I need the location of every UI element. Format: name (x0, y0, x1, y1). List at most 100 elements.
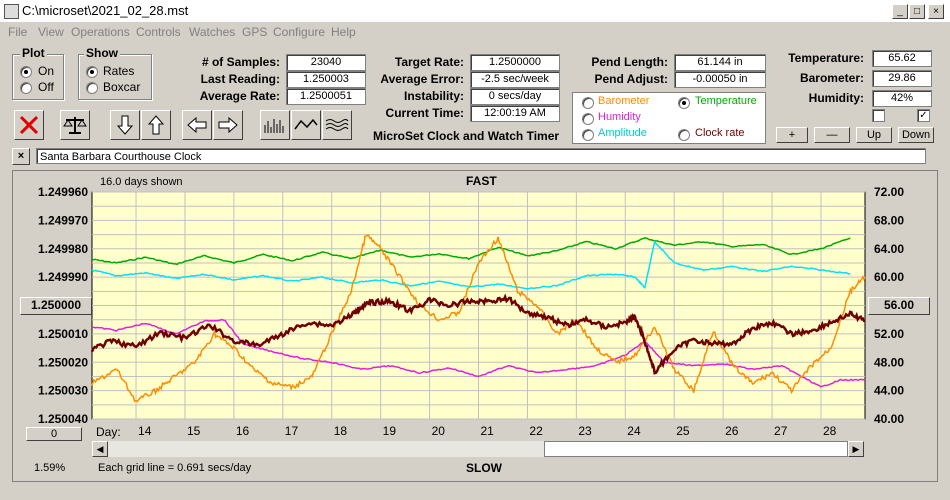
plot-off-label: Off (38, 80, 54, 94)
y-right-tick-label: 40.00 (874, 412, 904, 426)
title-bar: C:\microset\2021_02_28.mst _ □ × (0, 0, 950, 22)
pend-adjust-label: Pend Adjust: (594, 72, 668, 86)
down-button[interactable]: Down (898, 127, 934, 143)
menu-view[interactable]: View (38, 25, 64, 39)
menu-file[interactable]: File (8, 25, 28, 39)
last-reading-label: Last Reading: (200, 72, 280, 86)
x-tick-label: 18 (334, 424, 348, 438)
x-tick-label: 28 (823, 424, 837, 438)
scroll-left-button[interactable]: ◀ (92, 441, 108, 457)
show-rates-radio[interactable] (86, 66, 98, 78)
x-tick-label: 14 (138, 424, 152, 438)
bars-view-button[interactable] (260, 110, 290, 140)
temperature-radio[interactable] (678, 97, 690, 109)
menu-configure[interactable]: Configure (273, 25, 326, 39)
show-boxcar-radio[interactable] (86, 82, 98, 94)
y-left-tick-label: 1.250030 (38, 384, 88, 398)
menu-help[interactable]: Help (331, 25, 356, 39)
average-rate-label: Average Rate: (199, 89, 280, 103)
fast-label: FAST (466, 174, 497, 188)
y-left-tick-label: 1.249990 (38, 270, 88, 284)
x-tick-label: 27 (774, 424, 788, 438)
app-icon[interactable] (4, 4, 19, 19)
series-barometer-line (91, 233, 866, 403)
plus-button[interactable]: + (776, 127, 808, 143)
menu-controls[interactable]: Controls (136, 25, 181, 39)
option-checkbox-1[interactable] (872, 109, 885, 122)
target-rate-value[interactable]: 1.2500000 (470, 54, 560, 71)
pend-adjust-value: -0.00050 in (674, 71, 766, 88)
wave-view-button[interactable] (322, 110, 352, 140)
y-right-tick-label: 52.00 (874, 327, 904, 341)
offset-button[interactable]: 0 (26, 427, 82, 441)
humidity-radio[interactable] (582, 113, 594, 125)
clock-name-field[interactable]: Santa Barbara Courthouse Clock (36, 148, 926, 164)
plot-on-radio[interactable] (20, 66, 32, 78)
current-time-value: 12:00:19 AM (470, 105, 560, 122)
clock-rate-label: Clock rate (695, 127, 745, 139)
arrow-right-button[interactable] (213, 110, 243, 140)
x-tick-label: 19 (383, 424, 397, 438)
temperature-value: 65.62 (872, 50, 932, 67)
temperature-value-label: Temperature: (788, 51, 864, 65)
barometer-value-label: Barometer: (799, 71, 864, 85)
x-tick-label: 16 (236, 424, 250, 438)
target-rate-label: Target Rate: (394, 55, 464, 69)
instability-value: 0 secs/day (470, 88, 560, 105)
x-tick-label: 25 (676, 424, 690, 438)
plot-off-radio[interactable] (20, 82, 32, 94)
y-right-tick-label: 44.00 (874, 384, 904, 398)
x-tick-label: 24 (627, 424, 641, 438)
y-right-tick-label: 68.00 (874, 213, 904, 227)
arrow-left-button[interactable] (182, 110, 212, 140)
y-left-tick-label: 1.250010 (38, 327, 88, 341)
humidity-label: Humidity (598, 111, 641, 123)
center-scale-button[interactable]: 56.00 (868, 297, 930, 315)
barometer-radio[interactable] (582, 97, 594, 109)
menu-bar: File View Operations Controls Watches GP… (0, 22, 950, 42)
arrow-up-icon (147, 115, 165, 135)
scroll-right-button[interactable]: ▶ (848, 441, 864, 457)
menu-operations[interactable]: Operations (71, 25, 130, 39)
close-clock-button[interactable]: × (12, 148, 30, 165)
day-axis-label: Day: (96, 425, 121, 439)
center-rate-button[interactable]: 1.250000 (20, 297, 92, 315)
series-humidity-line (91, 318, 866, 388)
balance-button[interactable] (60, 110, 90, 140)
up-button[interactable]: Up (856, 127, 892, 143)
show-rates-label: Rates (103, 64, 135, 78)
amplitude-radio[interactable] (582, 129, 594, 141)
menu-watches[interactable]: Watches (189, 25, 236, 39)
arrow-left-icon (187, 116, 207, 134)
pend-length-label: Pend Length: (591, 55, 668, 69)
minus-button[interactable]: — (814, 127, 850, 143)
arrow-up-button[interactable] (141, 110, 171, 140)
clear-button[interactable] (14, 110, 44, 140)
scrollbar-thumb[interactable] (544, 441, 848, 457)
barometer-value: 29.86 (872, 70, 932, 87)
pend-length-value[interactable]: 61.144 in (674, 54, 766, 71)
arrow-down-button[interactable] (110, 110, 140, 140)
grid-note: Each grid line = 0.691 secs/day (98, 462, 252, 474)
window-title: C:\microset\2021_02_28.mst (22, 3, 189, 18)
menu-gps[interactable]: GPS (242, 25, 268, 39)
maximize-button[interactable]: □ (909, 4, 925, 19)
option-checkbox-2[interactable]: ✓ (917, 109, 930, 122)
minimize-button[interactable]: _ (892, 4, 908, 19)
clock-rate-radio[interactable] (678, 129, 690, 141)
y-left-tick-label: 1.249980 (38, 242, 88, 256)
x-tick-label: 17 (285, 424, 299, 438)
amplitude-label: Amplitude (598, 127, 647, 139)
average-error-label: Average Error: (380, 72, 464, 86)
y-left-tick-label: 1.250020 (38, 355, 88, 369)
x-tick-label: 26 (725, 424, 739, 438)
plot-group-label: Plot (20, 46, 47, 60)
y-left-tick-label: 1.249970 (38, 213, 88, 227)
show-group-label: Show (84, 46, 120, 60)
line-view-button[interactable] (291, 110, 321, 140)
close-button[interactable]: × (928, 4, 944, 19)
current-time-label: Current Time: (385, 106, 464, 120)
series-amplitude-line (91, 239, 851, 290)
bar-graph-icon (264, 119, 284, 133)
